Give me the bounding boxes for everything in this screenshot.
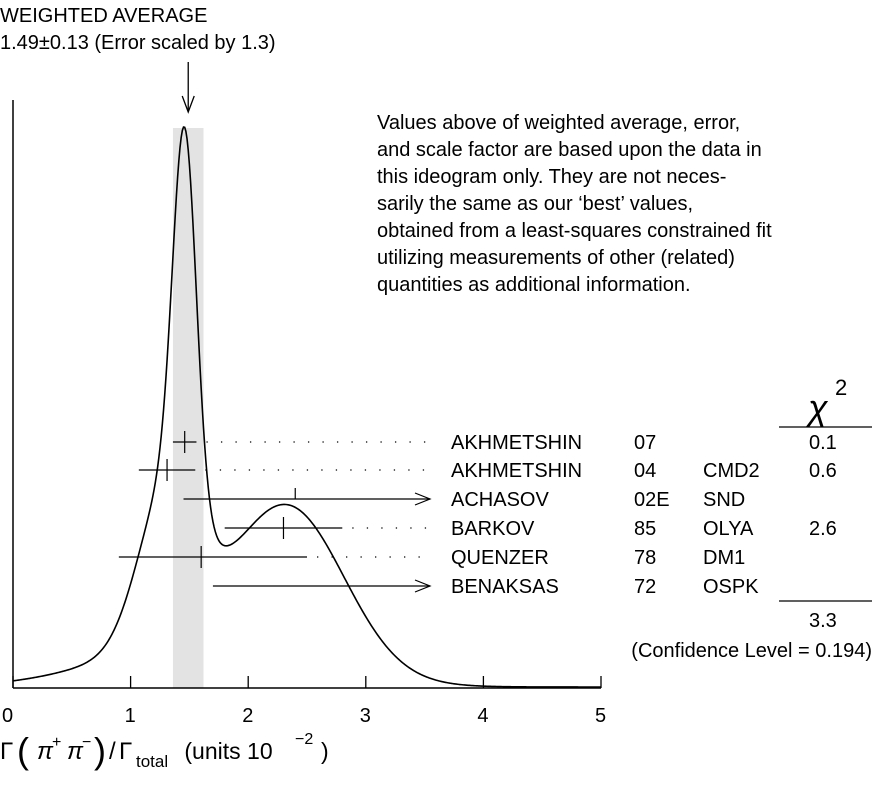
measurement-chi2: 0.1 [809, 432, 837, 454]
chi2-header: χ [805, 387, 829, 428]
measurement-year: 78 [634, 547, 656, 569]
ideogram-curve [12, 126, 601, 688]
x-tick-label: 2 [242, 705, 253, 727]
measurement-row: BARKOV 85 OLYA 2.6 [224, 517, 837, 540]
svg-text:π: π [67, 738, 84, 765]
measurement-chi2: 2.6 [809, 518, 837, 540]
measurement-author: AKHMETSHIN [451, 460, 582, 482]
measurement-year: 85 [634, 518, 656, 540]
x-tick-label: 0 [2, 705, 13, 727]
measurement-row: AKHMETSHIN 07 0.1 [172, 431, 837, 454]
svg-text:Γ: Γ [119, 738, 132, 765]
chart-subtitle: 1.49±0.13 (Error scaled by 1.3) [0, 32, 276, 54]
note-line: Values above of weighted average, error, [377, 112, 740, 134]
chart-title: WEIGHTED AVERAGE [0, 5, 207, 27]
svg-text:−: − [82, 734, 91, 751]
measurement-experiment: SND [703, 489, 745, 511]
measurement-experiment: DM1 [703, 547, 745, 569]
measurement-experiment: OSPK [703, 576, 759, 598]
measurement-row: BENAKSAS 72 OSPK [212, 576, 759, 598]
weighted-average-arrow [181, 62, 195, 114]
measurement-rows: AKHMETSHIN 07 0.1 AKHMETSHIN 04 CMD2 0.6 ACHASO… [118, 431, 837, 598]
measurement-author: BARKOV [451, 518, 535, 540]
svg-text:Γ: Γ [0, 738, 13, 765]
measurement-author: ACHASOV [451, 489, 549, 511]
note-line: obtained from a least-squares constraine… [377, 220, 772, 242]
confidence-level: (Confidence Level = 0.194) [631, 640, 872, 662]
svg-text:): ) [321, 738, 329, 764]
svg-text:(: ( [17, 730, 29, 771]
note-line: utilizing measurements of other (related… [377, 247, 735, 269]
svg-text:+: + [52, 734, 61, 751]
measurement-experiment: OLYA [703, 518, 754, 540]
x-tick-label: 1 [125, 705, 136, 727]
x-tick-label: 5 [595, 705, 606, 727]
svg-text:π: π [37, 738, 54, 765]
chi2-exponent: 2 [835, 375, 847, 400]
measurement-row: AKHMETSHIN 04 CMD2 0.6 [138, 459, 837, 482]
measurement-year: 72 [634, 576, 656, 598]
x-axis-tick-labels: 0 1 2 3 4 5 [2, 705, 606, 727]
note-line: quantities as additional information. [377, 274, 691, 296]
measurement-author: BENAKSAS [451, 576, 559, 598]
measurement-author: AKHMETSHIN [451, 432, 582, 454]
explanatory-note: Values above of weighted average, error,… [377, 112, 777, 296]
measurement-row: QUENZER 78 DM1 [118, 546, 745, 569]
x-tick-label: 3 [360, 705, 371, 727]
svg-text:total: total [136, 752, 168, 771]
x-axis-label: Γ ( π + π − ) / Γ total (units 10 −2 ) [0, 730, 329, 771]
svg-text:): ) [94, 730, 106, 771]
measurement-author: QUENZER [451, 547, 549, 569]
x-tick-label: 4 [477, 705, 488, 727]
note-line: and scale factor are based upon the data… [377, 139, 762, 161]
svg-text:(units 10: (units 10 [178, 738, 273, 764]
measurement-year: 07 [634, 432, 656, 454]
chi2-total: 3.3 [809, 610, 837, 632]
measurement-year: 02E [634, 489, 670, 511]
measurement-year: 04 [634, 460, 656, 482]
note-line: this ideogram only. They are not neces- [377, 166, 726, 188]
measurement-chi2: 0.6 [809, 460, 837, 482]
measurement-row: ACHASOV 02E SND [183, 488, 745, 511]
measurement-experiment: CMD2 [703, 460, 760, 482]
note-line: sarily the same as our ‘best’ values, [377, 193, 693, 215]
svg-text:−2: −2 [295, 731, 313, 748]
weighted-average-band [172, 128, 204, 688]
x-axis-ticks [12, 676, 602, 688]
svg-text:/: / [109, 738, 116, 765]
